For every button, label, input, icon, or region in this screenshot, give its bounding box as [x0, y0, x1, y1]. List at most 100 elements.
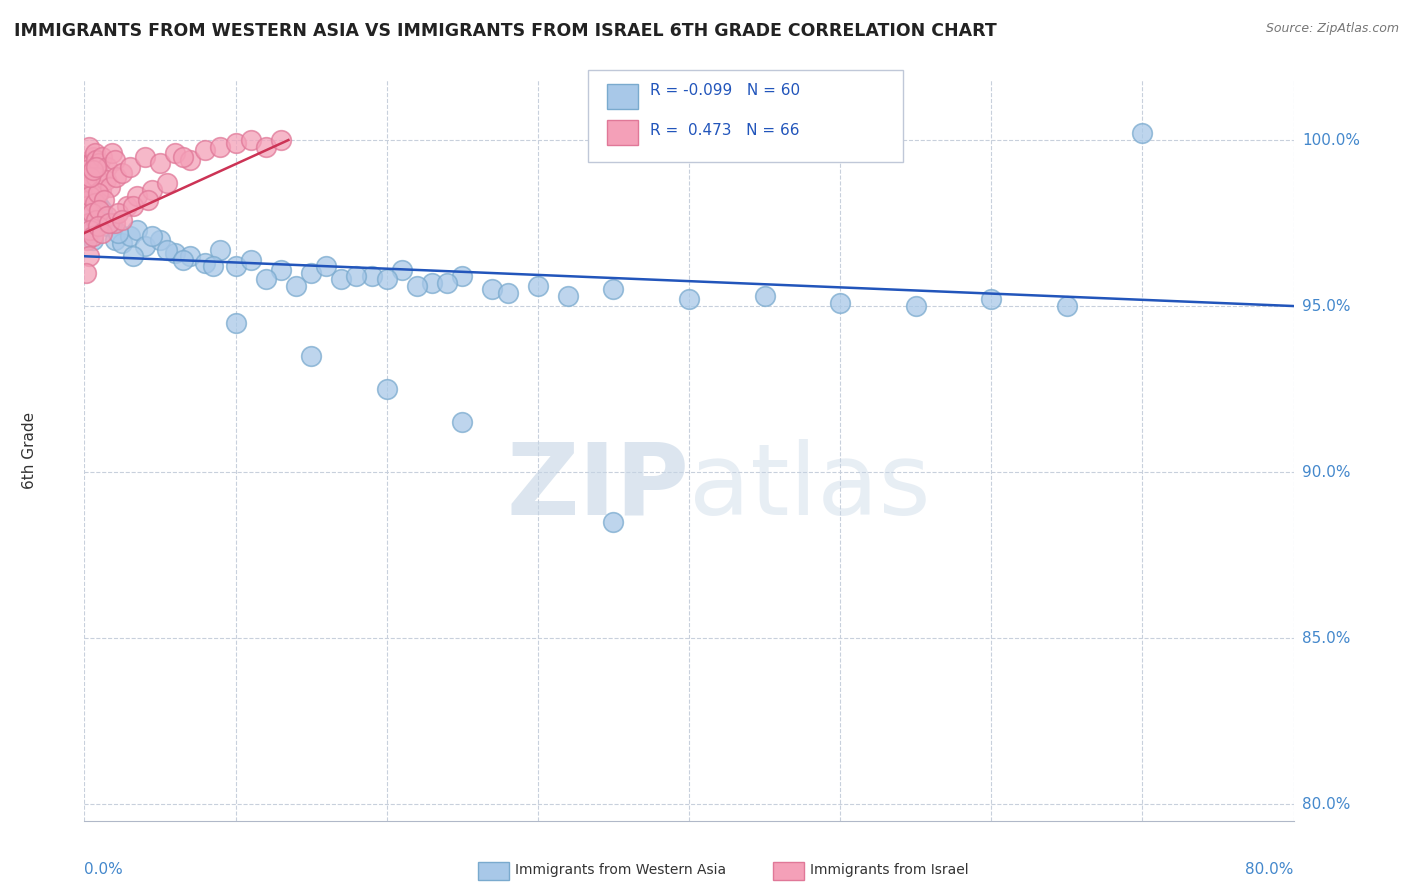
Text: 100.0%: 100.0% [1302, 133, 1360, 147]
Point [830, 295, 852, 310]
Point [111, 212, 134, 227]
Point [77, 139, 100, 153]
Text: 85.0%: 85.0% [1302, 631, 1350, 646]
Point [96, 160, 118, 174]
Point [96, 210, 118, 224]
Point [79, 173, 101, 187]
Point [87, 166, 110, 180]
Text: Immigrants from Western Asia: Immigrants from Western Asia [515, 863, 725, 877]
Point [75, 266, 97, 280]
Point [104, 153, 127, 167]
Point [1130, 127, 1153, 141]
Point [602, 515, 624, 529]
Point [360, 269, 382, 284]
Point [82, 162, 104, 177]
Point [1056, 299, 1078, 313]
Point [557, 289, 579, 303]
Point [79, 189, 101, 203]
Point [225, 316, 247, 330]
Point [86, 169, 108, 184]
Point [111, 166, 134, 180]
Point [165, 246, 187, 260]
Point [98, 179, 121, 194]
Text: 90.0%: 90.0% [1302, 465, 1350, 480]
Point [75, 162, 97, 177]
Point [79, 169, 101, 184]
Point [315, 259, 337, 273]
Point [77, 193, 100, 207]
Point [76, 166, 98, 180]
Point [134, 239, 156, 253]
Point [80, 206, 103, 220]
Point [121, 249, 143, 263]
Point [80, 176, 103, 190]
Point [82, 229, 104, 244]
Point [86, 212, 108, 227]
Point [254, 139, 277, 153]
Point [496, 285, 519, 300]
Point [127, 189, 149, 203]
Text: atlas: atlas [689, 439, 931, 536]
Point [980, 293, 1002, 307]
Text: 0.0%: 0.0% [84, 863, 124, 877]
Text: R = -0.099   N = 60: R = -0.099 N = 60 [650, 84, 800, 98]
Point [90, 183, 112, 197]
Point [270, 262, 292, 277]
Point [172, 150, 194, 164]
Point [375, 272, 398, 286]
Point [87, 212, 110, 227]
Point [172, 252, 194, 267]
Text: 6th Grade: 6th Grade [22, 412, 38, 489]
Point [93, 193, 115, 207]
Point [602, 282, 624, 296]
Point [299, 266, 322, 280]
Point [179, 153, 201, 167]
Point [79, 226, 101, 240]
Point [136, 193, 159, 207]
Text: Source: ZipAtlas.com: Source: ZipAtlas.com [1265, 22, 1399, 36]
Point [149, 233, 172, 247]
Point [84, 189, 107, 203]
Point [105, 169, 128, 184]
Point [209, 139, 232, 153]
Point [904, 299, 927, 313]
Point [156, 243, 179, 257]
Point [420, 276, 443, 290]
Point [391, 262, 413, 277]
Point [239, 133, 262, 147]
Point [111, 235, 134, 250]
Point [436, 276, 458, 290]
Point [100, 216, 122, 230]
Text: ZIP: ZIP [506, 439, 689, 536]
Point [225, 136, 247, 151]
Text: Immigrants from Israel: Immigrants from Israel [810, 863, 969, 877]
Point [254, 272, 277, 286]
Point [87, 186, 110, 201]
Point [104, 216, 127, 230]
Point [94, 173, 117, 187]
Point [118, 160, 141, 174]
Point [100, 146, 122, 161]
Point [118, 229, 141, 244]
Text: 80.0%: 80.0% [1246, 863, 1294, 877]
Point [89, 202, 111, 217]
Point [225, 259, 247, 273]
Point [141, 183, 163, 197]
Point [194, 256, 217, 270]
Point [86, 153, 108, 167]
Point [82, 233, 104, 247]
Text: IMMIGRANTS FROM WESTERN ASIA VS IMMIGRANTS FROM ISRAEL 6TH GRADE CORRELATION CHA: IMMIGRANTS FROM WESTERN ASIA VS IMMIGRAN… [14, 22, 997, 40]
Point [134, 150, 156, 164]
Point [89, 199, 111, 213]
Point [79, 160, 101, 174]
Point [239, 252, 262, 267]
Point [107, 226, 129, 240]
Point [82, 150, 104, 164]
Point [527, 279, 550, 293]
Point [87, 219, 110, 234]
Point [82, 183, 104, 197]
Point [481, 282, 503, 296]
Point [84, 146, 107, 161]
Point [346, 269, 368, 284]
Point [451, 415, 474, 429]
